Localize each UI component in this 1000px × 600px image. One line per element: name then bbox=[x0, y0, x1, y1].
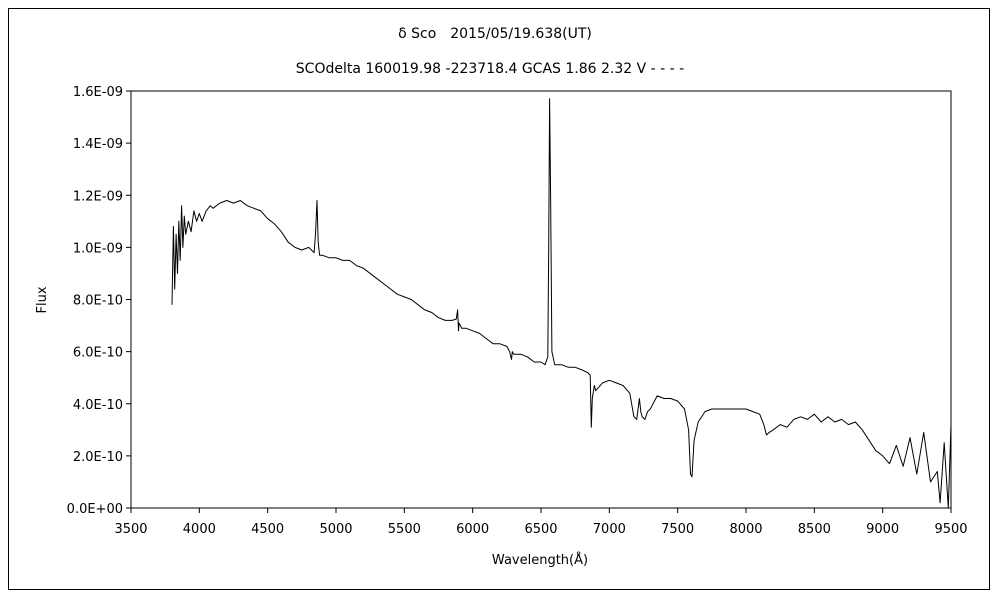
x-tick-label: 6500 bbox=[524, 522, 557, 537]
x-axis-label: Wavelength(Å) bbox=[492, 552, 588, 568]
x-tick-label: 7000 bbox=[593, 522, 626, 537]
x-tick-label: 4500 bbox=[251, 522, 284, 537]
chart-subtitle: SCOdelta 160019.98 -223718.4 GCAS 1.86 2… bbox=[296, 61, 684, 77]
x-tick-label: 8000 bbox=[729, 522, 762, 537]
y-tick-label: 8.0E-10 bbox=[73, 294, 123, 309]
x-tick-label: 7500 bbox=[661, 522, 694, 537]
chart-title: δ Sco 2015/05/19.638(UT) bbox=[398, 26, 592, 42]
y-tick-label: 2.0E-10 bbox=[73, 450, 123, 465]
y-tick-label: 1.0E-09 bbox=[73, 241, 123, 256]
series-group bbox=[171, 98, 952, 509]
series-line-0 bbox=[171, 98, 952, 509]
x-tick-label: 9500 bbox=[934, 522, 967, 537]
plot-area bbox=[130, 90, 952, 509]
y-tick-label: 6.0E-10 bbox=[73, 346, 123, 361]
y-tick-label: 1.2E-09 bbox=[73, 189, 123, 204]
y-tick-label: 1.6E-09 bbox=[73, 85, 123, 100]
y-axis-label: Flux bbox=[35, 286, 50, 313]
x-tick-label: 6000 bbox=[456, 522, 489, 537]
x-axis: 3500 4000 4500 5000 5500 6000 6500 7000 7500 8000… bbox=[114, 508, 968, 537]
x-tick-label: 5000 bbox=[319, 522, 352, 537]
y-tick-label: 4.0E-10 bbox=[73, 398, 123, 413]
y-axis: 0.0E+00 2.0E-10 4.0E-10 6.0E-10 8.0E-10 1.0E-… bbox=[67, 85, 131, 517]
x-tick-label: 4000 bbox=[183, 522, 216, 537]
x-tick-label: 8500 bbox=[798, 522, 831, 537]
y-tick-label: 1.4E-09 bbox=[73, 137, 123, 152]
y-tick-label: 0.0E+00 bbox=[67, 502, 123, 517]
x-tick-label: 9000 bbox=[866, 522, 899, 537]
x-tick-label: 5500 bbox=[388, 522, 421, 537]
x-tick-label: 3500 bbox=[114, 522, 147, 537]
